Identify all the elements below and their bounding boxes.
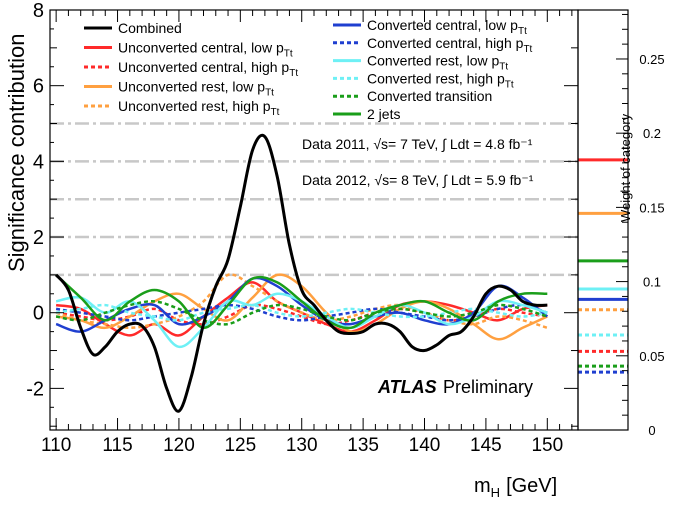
series-line-2-jets <box>55 273 548 330</box>
series-line-unconverted-rest-low-ptt <box>55 273 548 341</box>
legend-label: Converted central, high pTt <box>367 35 533 55</box>
x-axis-symbol: m <box>474 475 491 497</box>
legend-label-text: Unconverted rest, high p <box>118 98 271 114</box>
legend-label: Converted rest, low pTt <box>367 53 508 73</box>
legend-label-text: Converted rest, high p <box>367 70 505 86</box>
legend-label: Unconverted rest, low pTt <box>118 79 274 99</box>
legend-label-subscript: Tt <box>284 49 293 60</box>
x-tick-label: 140 <box>409 435 441 456</box>
legend-label-subscript: Tt <box>289 68 298 79</box>
legend-label-text: Converted central, low p <box>367 17 518 33</box>
x-axis-title: mH [GeV] <box>474 475 557 500</box>
y-tick-label: 4 <box>33 151 44 173</box>
y2-tick-label: 0 <box>648 423 655 438</box>
x-tick-label: 130 <box>286 435 318 456</box>
legend-label-subscript: Tt <box>518 26 527 37</box>
x-tick-label: 115 <box>102 435 132 456</box>
legend-label: 2 jets <box>367 106 400 122</box>
legend-label: Combined <box>118 20 182 36</box>
legend-label-subscript: Tt <box>265 88 274 99</box>
legend-label-text: 2 jets <box>367 106 400 122</box>
legend-label: Converted transition <box>367 88 492 104</box>
legend-label-subscript: Tt <box>523 44 532 55</box>
x-tick-label: 110 <box>41 435 71 456</box>
legend-label-subscript: Tt <box>271 107 280 118</box>
atlas-label: ATLAS <box>377 377 437 397</box>
data-2011-label: Data 2011, √s= 7 TeV, ∫ Ldt = 4.8 fb⁻¹ <box>302 136 533 152</box>
series-line-converted-central-high-ptt <box>55 303 548 322</box>
preliminary-label: Preliminary <box>443 377 533 397</box>
legend-label: Unconverted rest, high pTt <box>118 98 280 118</box>
legend-label: Converted central, low pTt <box>367 17 527 37</box>
y2-tick-label: 0.15 <box>639 200 664 215</box>
legend-label-text: Unconverted rest, low p <box>118 79 265 95</box>
legend-label-text: Combined <box>118 20 182 36</box>
legend-label-text: Converted rest, low p <box>367 53 499 69</box>
data-2012-label: Data 2012, √s= 8 TeV, ∫ Ldt = 5.9 fb⁻¹ <box>302 172 534 188</box>
legend-label: Converted rest, high pTt <box>367 70 514 90</box>
y2-tick-label: 0.1 <box>643 275 661 290</box>
y-tick-label: 8 <box>33 0 44 22</box>
x-axis-unit: [GeV] <box>506 475 557 497</box>
legend-label: Unconverted central, low pTt <box>118 40 293 60</box>
x-tick-label: 120 <box>163 435 195 456</box>
legend-label-text: Unconverted central, high p <box>118 59 289 75</box>
y-tick-label: 2 <box>33 227 44 249</box>
y-tick-label: 0 <box>33 303 44 325</box>
y2-tick-label: 0.2 <box>643 126 661 141</box>
x-tick-label: 135 <box>347 435 379 456</box>
legend-label-text: Unconverted central, low p <box>118 40 284 56</box>
x-tick-label: 150 <box>531 435 563 456</box>
svg-text:mH[GeV]: mH [GeV] <box>474 475 557 500</box>
legend-label-subscript: Tt <box>499 62 508 73</box>
x-axis-subscript: H <box>491 485 500 500</box>
legend-label-text: Converted central, high p <box>367 35 524 51</box>
series-line-combined <box>54 133 548 413</box>
legend-label-text: Converted transition <box>367 88 492 104</box>
x-tick-label: 145 <box>470 435 502 456</box>
y2-axis-title: Weight of category <box>618 113 633 222</box>
weight-panel-frame <box>577 9 629 431</box>
y-tick-label: 6 <box>33 76 44 98</box>
y-axis-title: Significance contribution <box>4 34 29 272</box>
y2-tick-label: 0.05 <box>639 349 664 364</box>
series-line-unconverted-rest-high-ptt <box>55 273 548 330</box>
legend-label: Unconverted central, high pTt <box>118 59 298 79</box>
x-tick-label: 125 <box>224 435 256 456</box>
y-tick-label: -2 <box>26 378 44 400</box>
legend-label-subscript: Tt <box>505 79 514 90</box>
y2-tick-label: 0.25 <box>639 52 664 67</box>
